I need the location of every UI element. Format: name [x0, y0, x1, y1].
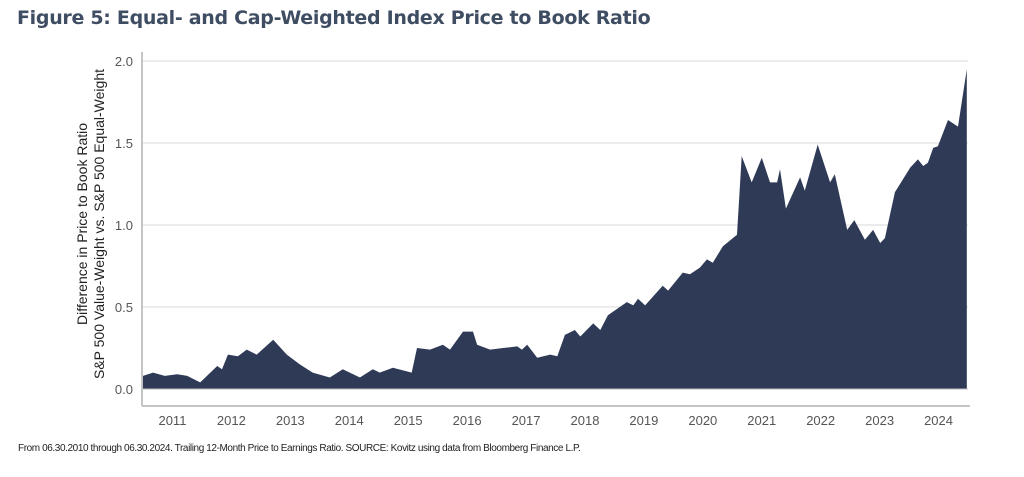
y-axis-label-line2: S&P 500 Value-Weight vs. S&P 500 Equal-W… — [91, 69, 107, 379]
y-tick-label: 1.0 — [115, 218, 133, 233]
y-tick-label: 0.5 — [115, 300, 133, 315]
area-fill — [143, 69, 967, 389]
area-series — [142, 69, 967, 389]
x-tick-label: 2015 — [394, 413, 423, 428]
x-tick-label: 2011 — [158, 413, 186, 428]
x-tick-label: 2012 — [217, 413, 246, 428]
x-tick-label: 2019 — [629, 413, 658, 428]
y-tick-label: 2.0 — [115, 54, 133, 69]
chart-title: Figure 5: Equal- and Cap-Weighted Index … — [17, 7, 651, 29]
y-axis-label-line1: Difference in Price to Book Ratio — [74, 123, 90, 325]
x-tick-label: 2016 — [453, 413, 482, 428]
x-tick-labels: 2011 2012 2013 2014 2015 2016 2017 2018 2019 2020… — [158, 413, 953, 428]
area-chart: 0.0 0.5 1.0 1.5 2.0 2011 2012 2013 2014 2015 2016… — [74, 52, 970, 428]
x-tick-label: 2017 — [512, 413, 541, 428]
axes — [141, 52, 970, 407]
x-tick-label: 2020 — [688, 413, 717, 428]
x-tick-label: 2013 — [276, 413, 305, 428]
x-tick-label: 2021 — [747, 413, 776, 428]
y-tick-label: 0.0 — [115, 382, 133, 397]
x-tick-label: 2014 — [335, 413, 364, 428]
x-tick-label: 2018 — [571, 413, 600, 428]
x-tick-label: 2024 — [924, 413, 953, 428]
source-footnote: From 06.30.2010 through 06.30.2024. Trai… — [18, 443, 581, 454]
y-tick-label: 1.5 — [115, 136, 133, 151]
y-tick-labels: 0.0 0.5 1.0 1.5 2.0 — [115, 54, 133, 397]
x-tick-label: 2023 — [865, 413, 894, 428]
x-tick-label: 2022 — [806, 413, 835, 428]
